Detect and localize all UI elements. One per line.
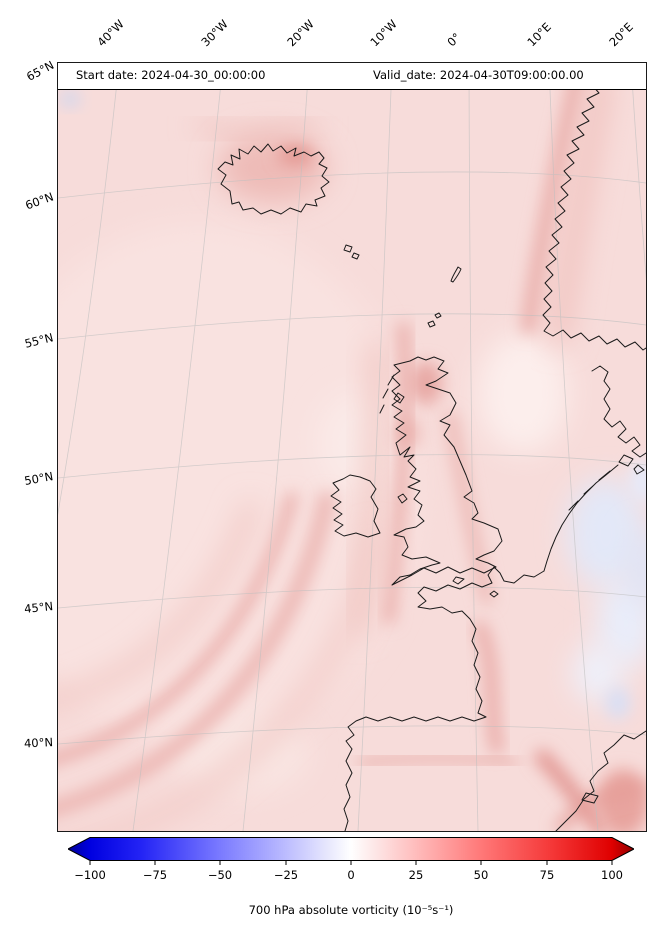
lon-tick-label-0: 0° <box>444 30 464 50</box>
date-annotation-strip: Start date: 2024-04-30_00:00:00 Valid_da… <box>58 63 646 90</box>
colorbar-tick-25: 25 <box>408 868 424 882</box>
lat-tick-label-65n: 65°N <box>24 57 57 84</box>
coastline-iceland <box>217 143 330 215</box>
lat-tick-label-40n: 40°N <box>23 735 54 751</box>
graticule-layer <box>58 63 646 831</box>
lon-tick-label-20w: 20°W <box>284 16 317 50</box>
coastline-small-islands <box>397 493 499 598</box>
coastline-ireland <box>330 474 381 538</box>
coastline-orkney <box>427 312 442 328</box>
colorbar-tick-50: 50 <box>473 868 489 882</box>
coastline-shetland <box>450 266 462 283</box>
colorbar-tick-marks <box>89 861 613 865</box>
coastline-great-britain <box>391 356 503 586</box>
colorbar-tick-labels: −100 −75 −50 −25 0 25 50 75 100 <box>0 868 659 884</box>
colorbar-tick-75: 75 <box>539 868 555 882</box>
lat-tick-label-55n: 55°N <box>23 330 55 351</box>
colorbar-tick-n25: −25 <box>273 868 299 882</box>
coastline-netherlands <box>543 464 619 572</box>
valid-date-label: Valid_date: 2024-04-30T09:00:00.00 <box>373 68 584 82</box>
start-date-label: Start date: 2024-04-30_00:00:00 <box>76 68 266 82</box>
lon-tick-label-40w: 40°W <box>94 16 127 50</box>
colorbar-axis-label: 700 hPa absolute vorticity (10⁻⁵s⁻¹) <box>248 903 454 917</box>
lat-tick-label-45n: 45°N <box>23 599 54 616</box>
coastline-hebrides <box>379 374 405 414</box>
colorbar-tick-100: 100 <box>601 868 623 882</box>
colorbar-tick-n50: −50 <box>207 868 233 882</box>
lon-tick-label-30w: 30°W <box>198 16 231 50</box>
colorbar-tick-0: 0 <box>347 868 355 882</box>
coastline-denmark <box>591 365 646 475</box>
coastline-layer <box>217 63 646 831</box>
lat-tick-label-50n: 50°N <box>23 469 55 488</box>
lon-tick-label-10w: 10°W <box>367 16 400 50</box>
lat-tick-label-60n: 60°N <box>23 189 56 213</box>
map-plot <box>58 63 646 831</box>
vorticity-field-layer <box>58 63 646 831</box>
coastline-france-iberia <box>343 566 545 831</box>
lon-tick-label-20e: 20°E <box>606 19 636 50</box>
colorbar-tick-n75: −75 <box>142 868 168 882</box>
lon-tick-label-10e: 10°E <box>524 19 554 50</box>
coastline-faroes <box>343 244 360 260</box>
colorbar <box>68 837 634 867</box>
colorbar-tick-n100: −100 <box>74 868 106 882</box>
coastline-norway <box>542 63 646 351</box>
map-canvas: Start date: 2024-04-30_00:00:00 Valid_da… <box>57 62 647 832</box>
coastline-mediterranean <box>555 730 646 831</box>
colorbar-gradient-bar <box>68 837 634 861</box>
